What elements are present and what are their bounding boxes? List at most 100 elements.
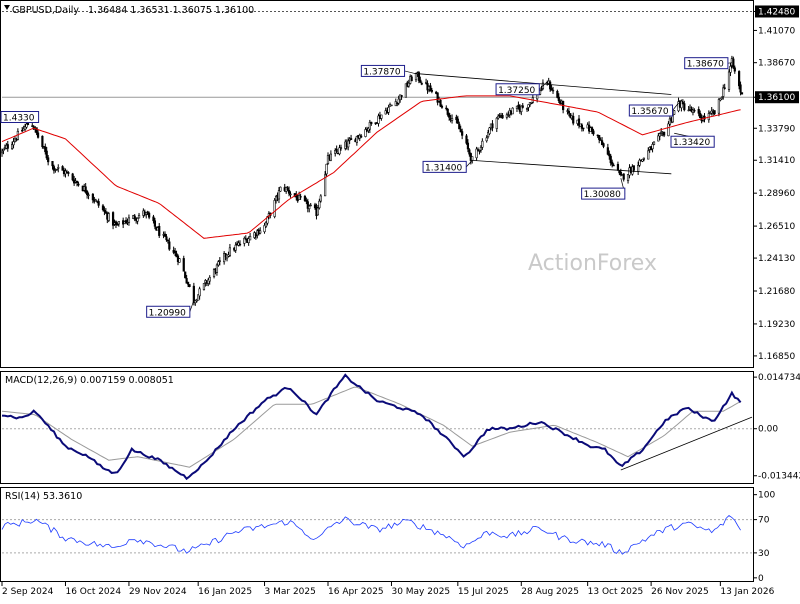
candle-body: [47, 157, 50, 163]
price-candle: [173, 247, 177, 257]
candle-body: [198, 288, 201, 297]
candle-body: [2, 149, 5, 151]
candle-body: [263, 225, 266, 233]
price-candle: [417, 70, 420, 84]
price-candle: [606, 143, 609, 156]
price-candle: [740, 92, 744, 95]
candle-body: [165, 236, 168, 241]
annotation-box: [360, 64, 406, 77]
x-tick-label: 16 Apr 2025: [328, 587, 384, 597]
price-candle: [329, 150, 332, 162]
price-candle: [41, 135, 44, 149]
macd-y-tick-label: 0.00: [758, 425, 778, 435]
macd-panel-title: MACD(12,26,9) 0.007159 0.008051: [5, 375, 174, 386]
price-candle: [550, 84, 553, 91]
candle-body: [600, 140, 604, 146]
candle-body: [556, 90, 559, 98]
price-y-tick-label: 1.41070: [758, 26, 795, 36]
candle-body: [380, 114, 383, 119]
candle-body: [569, 113, 572, 118]
candle-body: [347, 140, 350, 148]
candle-body: [673, 110, 676, 115]
price-candle: [249, 232, 252, 241]
price-candle: [86, 189, 89, 199]
candle-body: [91, 193, 94, 201]
candle-body: [234, 244, 237, 251]
candle-body: [168, 241, 171, 250]
price-candle: [693, 108, 696, 113]
annotation-box: [670, 135, 715, 148]
price-candle: [612, 163, 615, 167]
candle-body: [163, 233, 167, 237]
candle-body: [491, 123, 494, 129]
price-candle: [475, 146, 478, 161]
candle-body: [663, 131, 666, 136]
price-candle: [195, 298, 198, 303]
candle-body: [458, 123, 461, 130]
price-candle: [45, 146, 48, 160]
price-candle: [517, 101, 520, 110]
candle-body: [476, 148, 480, 151]
price-annotation: 1.37250: [495, 81, 548, 96]
annotation-leader-line: [404, 70, 415, 74]
price-candle: [12, 137, 15, 149]
candle-body: [461, 131, 464, 136]
price-candle: [84, 183, 87, 194]
price-candle: [498, 113, 501, 118]
price-candle: [163, 231, 167, 237]
price-candle: [184, 271, 187, 279]
price-candle: [198, 286, 201, 300]
candle-body: [651, 144, 654, 150]
price-candle: [87, 192, 90, 200]
candle-body: [212, 269, 216, 277]
price-candle: [622, 173, 625, 182]
candle-body: [683, 103, 686, 111]
x-tick-label: 28 Aug 2025: [521, 587, 579, 597]
candle-body: [306, 201, 309, 209]
candle-body: [481, 140, 484, 148]
price-candle: [55, 168, 58, 171]
price-candle: [263, 222, 266, 234]
annotation-label: 1.30080: [584, 190, 621, 200]
price-candle: [527, 104, 530, 112]
price-ohlc-values: 1.36484 1.36531 1.36075 1.36100: [88, 5, 254, 16]
candle-body: [21, 129, 24, 132]
candle-body: [152, 216, 155, 222]
axes-layer: 1.42480 1.41070 1.38670 1.36100 1.33790 1.314…: [1, 5, 800, 597]
price-candle: [429, 82, 432, 92]
price-candle: [658, 132, 661, 141]
candle-body: [136, 218, 139, 222]
price-series-layer: 1.4330 1.20990 1.37870 1.31400 1.37250 1.3008…: [0, 10, 753, 318]
price-candle: [501, 113, 504, 119]
price-candle: [471, 156, 474, 164]
candle-body: [430, 89, 433, 92]
candle-body: [195, 299, 198, 302]
candle-body: [399, 94, 402, 101]
price-candle: [349, 134, 353, 140]
price-candle: [530, 102, 533, 105]
candle-body: [572, 115, 575, 124]
x-tick-label: 13 Oct 2025: [588, 587, 644, 597]
candle-body: [45, 150, 48, 159]
price-candle: [21, 126, 24, 133]
candle-body: [61, 166, 64, 171]
annotation-box: [628, 104, 674, 117]
price-candle: [450, 114, 454, 124]
price-candle: [168, 237, 171, 251]
candle-body: [148, 212, 151, 218]
price-candle: [0, 148, 4, 157]
price-candle: [397, 95, 400, 106]
price-candle: [339, 144, 343, 151]
price-candle: [286, 186, 289, 192]
price-candle: [642, 157, 646, 162]
candle-body: [35, 127, 38, 134]
candle-body: [305, 200, 308, 202]
candle-body: [641, 158, 644, 162]
candle-body: [668, 118, 671, 125]
price-candle: [324, 171, 327, 197]
price-candle: [577, 115, 581, 129]
candle-body: [525, 108, 529, 110]
candle-body: [592, 130, 595, 135]
price-candle: [91, 192, 94, 204]
current-price-tag: [755, 91, 799, 104]
